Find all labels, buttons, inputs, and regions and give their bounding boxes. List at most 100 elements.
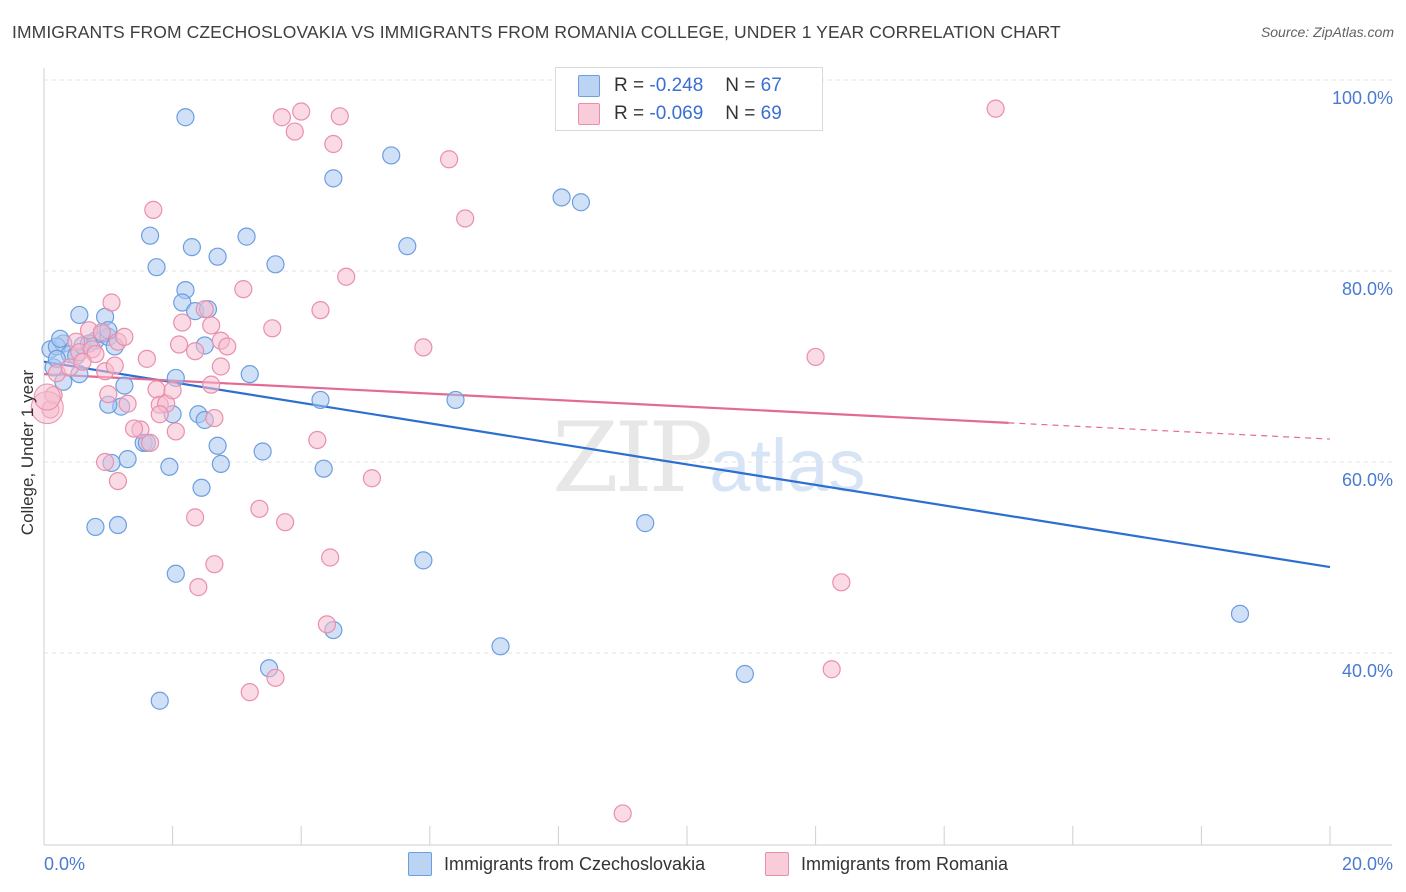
data-point-blue (173, 293, 192, 312)
y-axis-title: College, Under 1 year (18, 369, 37, 535)
data-point-pink (272, 108, 292, 127)
data-point-pink (308, 430, 327, 450)
data-point-pink (186, 342, 205, 361)
legend-row-romania: R = -0.069 N = 69 (578, 102, 782, 126)
data-point-blue (70, 305, 89, 325)
data-point-pink (211, 357, 230, 376)
data-point-blue (311, 390, 330, 410)
data-point-blue (636, 514, 655, 533)
data-point-pink (202, 316, 221, 335)
data-point-pink (832, 573, 851, 592)
data-point-blue (50, 329, 70, 348)
data-point-blue (147, 258, 166, 277)
trend-line-pink (43, 373, 1009, 424)
y-tick-label: 100.0% (1332, 88, 1393, 108)
data-point-pink (362, 469, 382, 488)
data-point-pink (124, 419, 144, 438)
data-point-blue (237, 227, 256, 246)
data-point-pink (337, 267, 356, 286)
data-point-blue (140, 226, 160, 245)
data-point-pink (324, 134, 343, 154)
data-point-blue (314, 459, 333, 478)
legend-r-value: -0.069 (649, 103, 704, 124)
bottom-legend-romania: Immigrants from Romania (765, 852, 1008, 876)
data-point-pink (95, 452, 115, 472)
data-point-pink (189, 578, 208, 597)
data-point-pink (456, 209, 475, 228)
data-point-blue (253, 442, 272, 461)
data-point-blue (160, 457, 179, 476)
data-point-blue (552, 188, 571, 207)
data-point-pink (186, 508, 205, 527)
legend-row-czechoslovakia: R = -0.248 N = 67 (578, 74, 782, 98)
data-point-blue (382, 146, 401, 165)
bottom-legend-czechoslovakia: Immigrants from Czechoslovakia (408, 852, 705, 876)
data-point-pink (285, 122, 304, 141)
legend-n-value: 69 (760, 103, 782, 124)
data-point-pink (163, 381, 182, 400)
data-point-blue (176, 108, 195, 127)
trend-lines (43, 360, 1331, 569)
data-point-pink (99, 385, 118, 404)
data-point-pink (169, 335, 189, 354)
y-tick-label: 40.0% (1342, 661, 1393, 681)
x-tick-label: 0.0% (44, 854, 85, 874)
bottom-legend-label: Immigrants from Romania (801, 853, 1009, 874)
data-point-blue (192, 478, 211, 497)
data-point-pink (102, 293, 121, 312)
legend-n-label: N = (725, 75, 756, 96)
data-point-blue (398, 237, 417, 256)
data-point-pink (414, 338, 433, 357)
data-point-blue (446, 390, 465, 410)
data-point-pink (263, 319, 282, 338)
y-tick-label: 80.0% (1342, 279, 1393, 299)
data-point-blue (118, 450, 137, 469)
stats-legend: R = -0.248 N = 67 R = -0.069 N = 69 (555, 67, 823, 131)
axis-labels: 100.0% 80.0% 60.0% 40.0% 0.0% 20.0% College, U… (18, 88, 1393, 874)
watermark-zip: ZIP (552, 402, 713, 514)
chart-title: IMMIGRANTS FROM CZECHOSLOVAKIA VS IMMIGR… (12, 22, 1061, 42)
source-credit: Source: ZipAtlas.com (1260, 24, 1394, 40)
data-point-pink (317, 615, 337, 634)
data-point-blue (1230, 604, 1250, 623)
data-point-pink (137, 349, 156, 368)
bottom-legend-swatch-pink (765, 852, 789, 876)
data-point-pink (150, 405, 169, 424)
data-point-pink (140, 433, 160, 452)
data-point-pink (202, 375, 221, 394)
data-point-pink (250, 499, 269, 518)
data-point-blue (166, 564, 185, 583)
data-point-pink (105, 356, 124, 375)
legend-r-label: R = (614, 103, 645, 124)
x-tick-label: 20.0% (1342, 854, 1393, 874)
data-point-pink (205, 408, 224, 428)
data-point-blue (491, 637, 510, 656)
legend-n-label: N = (725, 103, 756, 124)
bottom-legend-swatch-blue (408, 852, 432, 876)
legend-n-value: 67 (760, 75, 782, 96)
trend-line-extension-pink (1008, 422, 1331, 440)
data-point-pink (108, 472, 128, 491)
data-point-pink (311, 301, 330, 320)
data-point-blue (208, 247, 227, 266)
data-point-pink (218, 337, 237, 356)
legend-swatch-pink (578, 103, 600, 125)
data-point-blue (86, 517, 105, 537)
data-point-blue (211, 454, 230, 474)
watermark: ZIPatlas (552, 402, 866, 514)
data-point-blue (414, 551, 433, 570)
data-point-pink (173, 313, 192, 332)
data-point-pink (147, 380, 166, 399)
data-point-pink (240, 683, 259, 702)
legend-swatch-blue (578, 75, 600, 97)
data-point-pink (439, 150, 459, 169)
y-tick-label: 60.0% (1342, 470, 1393, 490)
data-point-blue (324, 169, 343, 188)
legend-r-value: -0.248 (649, 75, 704, 96)
data-point-blue (182, 238, 201, 257)
data-point-pink (806, 347, 825, 367)
axes (43, 68, 1392, 846)
data-points (30, 99, 1250, 823)
data-point-blue (208, 436, 227, 455)
